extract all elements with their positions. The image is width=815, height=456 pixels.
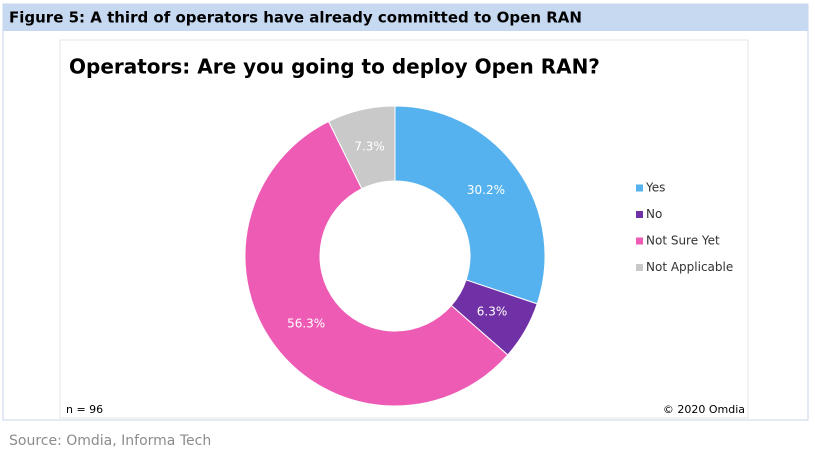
legend-swatch: [636, 264, 643, 271]
donut-slice: [327, 105, 396, 190]
data-label: 56.3%: [287, 317, 325, 331]
data-label: 7.3%: [354, 139, 385, 153]
donut-slice: [394, 105, 546, 305]
figure-title: Figure 5: A third of operators have alre…: [9, 9, 582, 27]
legend-swatch: [636, 237, 643, 245]
source: Source: Omdia, Informa Tech: [9, 433, 211, 449]
chart-title: Operators: Are you going to deploy Open …: [69, 55, 600, 79]
legend-label: Not Sure Yet: [646, 234, 720, 248]
figure-header: [3, 4, 808, 31]
donut-slice: [244, 120, 509, 407]
legend-label: Not Applicable: [646, 260, 733, 274]
data-label: 30.2%: [467, 183, 505, 197]
note: n = 96: [66, 403, 103, 416]
legend-label: Yes: [645, 181, 665, 195]
legend-swatch: [636, 184, 643, 192]
legend-swatch: [636, 211, 643, 218]
legend-label: No: [646, 207, 662, 221]
copyright: © 2020 Omdia: [663, 403, 745, 416]
data-label: 6.3%: [477, 304, 508, 318]
